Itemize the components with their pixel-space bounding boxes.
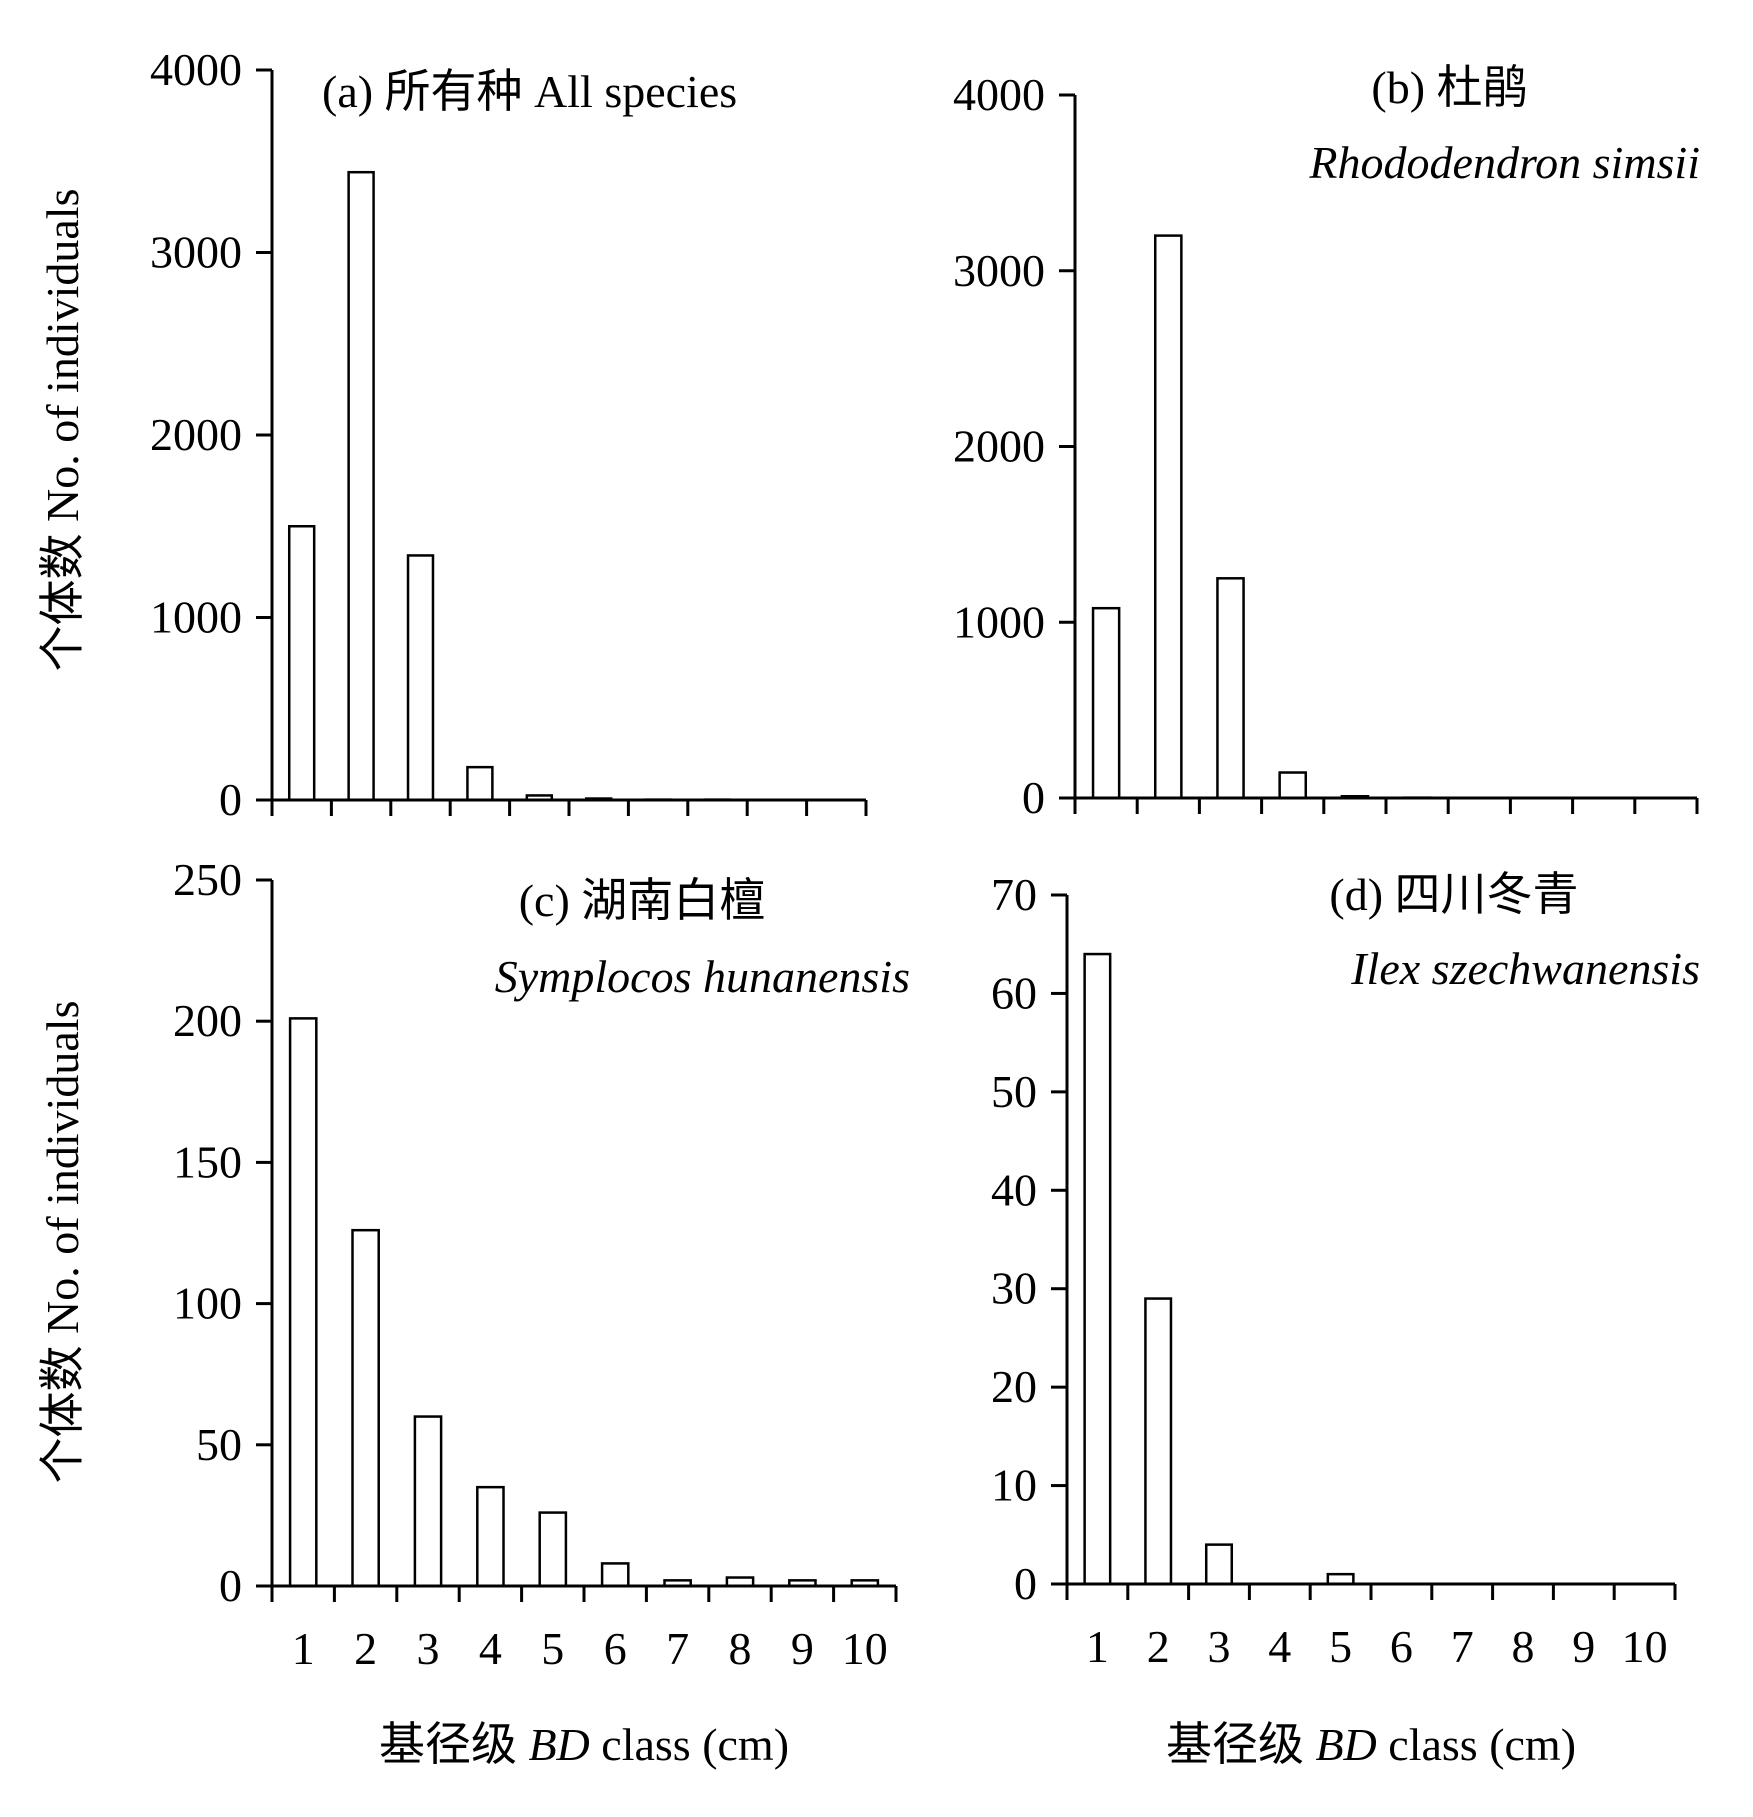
panel-c-x-axis-title-italic: BD [528, 1719, 589, 1770]
panel-c-bar-5 [538, 1511, 568, 1588]
panel-a: 0 1000 2000 3000 4000 (a) 所有种 All species 个体… [37, 44, 868, 825]
panel-c-x-axis-title: 基径级 BD class (cm) [379, 1719, 789, 1770]
panel-d-x-tick-label-8: 8 [1512, 1621, 1535, 1672]
panel-c-y-axis-title: 个体数 No. of individuals [37, 1001, 88, 1484]
panel-a-bar-1 [287, 525, 316, 802]
panel-a-ticks: 0 1000 2000 3000 4000 [150, 44, 868, 825]
panel-d-x-tick-label-3: 3 [1208, 1621, 1231, 1672]
panel-d-title: (d) 四川冬青 [1329, 869, 1578, 920]
panel-c: 0 50 100 150 200 250 1 2 3 4 5 6 7 8 9 10 (c) 湖南白檀 Symp… [37, 854, 910, 1770]
panel-a-bar-3 [406, 554, 435, 802]
panel-a-y-tick-label: 0 [219, 774, 242, 825]
panel-a-y-tick-label: 4000 [150, 44, 242, 95]
panel-c-x-tick-label-7: 7 [666, 1623, 689, 1674]
panel-c-x-tick-label-5: 5 [541, 1623, 564, 1674]
panel-d-bars [1083, 952, 1355, 1586]
panel-d-x-axis-title-prefix: 基径级 [1166, 1719, 1316, 1770]
panel-d-x-tick-label-7: 7 [1451, 1621, 1474, 1672]
panel-c-x-axis-title-suffix: class (cm) [590, 1719, 789, 1770]
panel-b-y-tick-label: 1000 [953, 596, 1045, 647]
panel-c-x-tick-label-9: 9 [791, 1623, 814, 1674]
panel-c-x-tick-label-3: 3 [417, 1623, 440, 1674]
panel-d-x-axis-title-italic: BD [1315, 1719, 1376, 1770]
panel-b-bars [1091, 234, 1556, 800]
panel-c-x-tick-label-1: 1 [292, 1623, 315, 1674]
panel-c-bar-1 [288, 1017, 318, 1588]
panel-c-bar-3 [413, 1415, 443, 1588]
panel-a-y-tick-label: 1000 [150, 592, 242, 643]
panel-c-bar-2 [351, 1228, 380, 1588]
panel-d-x-axis-title-suffix: class (cm) [1377, 1719, 1576, 1770]
panel-d-bar-2 [1144, 1297, 1173, 1586]
panel-a-bars [287, 170, 851, 802]
panel-d-y-tick-label: 10 [991, 1460, 1037, 1511]
panel-c-x-tick-label-10: 10 [842, 1623, 888, 1674]
panel-c-x-axis-title-prefix: 基径级 [379, 1719, 529, 1770]
panel-c-y-tick-label: 50 [196, 1419, 242, 1470]
panel-c-y-tick-label: 150 [173, 1136, 242, 1187]
panel-c-bars [288, 1017, 880, 1588]
panel-a-bar-4 [466, 765, 494, 802]
panel-d-x-tick-label-9: 9 [1572, 1621, 1595, 1672]
panel-c-y-tick-label: 250 [173, 854, 242, 905]
panel-c-title: (c) 湖南白檀 [519, 875, 766, 926]
panel-d-x-tick-label-10: 10 [1622, 1621, 1668, 1672]
panel-d-y-tick-label: 30 [991, 1263, 1037, 1314]
panel-d-x-axis-title: 基径级 BD class (cm) [1166, 1719, 1576, 1770]
panel-c-x-tick-label-4: 4 [479, 1623, 502, 1674]
panel-a-y-axis-title: 个体数 No. of individuals [37, 189, 88, 672]
panel-b-subtitle: Rhododendron simsii [1308, 137, 1700, 188]
panel-d-y-tick-label: 50 [991, 1066, 1037, 1117]
panel-c-y-tick-label: 200 [173, 995, 242, 1046]
panel-d-bar-1 [1083, 952, 1112, 1586]
panel-d-x-tick-label-2: 2 [1147, 1621, 1170, 1672]
panel-d-x-tick-label-5: 5 [1329, 1621, 1352, 1672]
panel-b-y-tick-label: 2000 [953, 421, 1045, 472]
panel-b-y-tick-label: 4000 [953, 69, 1045, 120]
panel-c-ticks: 0 50 100 150 200 250 1 2 3 4 5 6 7 8 9 10 [173, 854, 898, 1674]
panel-b-bar-1 [1091, 606, 1121, 800]
panel-a-y-tick-label: 3000 [150, 227, 242, 278]
panel-c-subtitle: Symplocos hunanensis [495, 951, 910, 1002]
panel-a-y-tick-label: 2000 [150, 409, 242, 460]
panel-d-bar-3 [1204, 1543, 1234, 1586]
panel-c-x-tick-label-2: 2 [354, 1623, 377, 1674]
panel-d-x-tick-label-4: 4 [1268, 1621, 1291, 1672]
panel-b-bar-4 [1278, 771, 1308, 800]
panel-a-title: (a) 所有种 All species [322, 66, 737, 117]
panel-c-x-tick-label-6: 6 [604, 1623, 627, 1674]
panel-b-y-tick-label: 0 [1022, 772, 1045, 823]
panel-a-bar-2 [347, 170, 375, 802]
panel-d-y-tick-label: 20 [991, 1361, 1037, 1412]
panel-b-title: (b) 杜鹃 [1371, 62, 1528, 113]
panel-d-x-tick-label-6: 6 [1390, 1621, 1413, 1672]
panel-b-bar-2 [1153, 234, 1183, 800]
panel-d: 0 10 20 30 40 50 60 70 1 2 3 4 5 6 7 8 9 10 (d) 四川冬青 Ilex… [991, 869, 1700, 1770]
panel-d-x-tick-label-1: 1 [1086, 1621, 1109, 1672]
panel-d-y-tick-label: 60 [991, 967, 1037, 1018]
panel-b-bar-3 [1216, 577, 1245, 800]
panel-c-x-tick-label-8: 8 [729, 1623, 752, 1674]
panel-d-y-tick-label: 70 [991, 869, 1037, 920]
panel-d-ticks: 0 10 20 30 40 50 60 70 1 2 3 4 5 6 7 8 9 10 [991, 869, 1677, 1672]
panel-d-y-tick-label: 0 [1014, 1558, 1037, 1609]
panel-d-subtitle: Ilex szechwanensis [1350, 943, 1700, 994]
panel-c-bar-6 [600, 1562, 630, 1588]
panel-b-y-tick-label: 3000 [953, 245, 1045, 296]
panel-c-y-tick-label: 0 [219, 1560, 242, 1611]
panel-d-y-tick-label: 40 [991, 1164, 1037, 1215]
panel-b: 0 1000 2000 3000 4000 (b) 杜鹃 Rhododendron si… [953, 62, 1700, 823]
panel-b-ticks: 0 1000 2000 3000 4000 [953, 69, 1699, 823]
panel-c-y-tick-label: 100 [173, 1278, 242, 1329]
panel-c-bar-4 [476, 1485, 505, 1588]
